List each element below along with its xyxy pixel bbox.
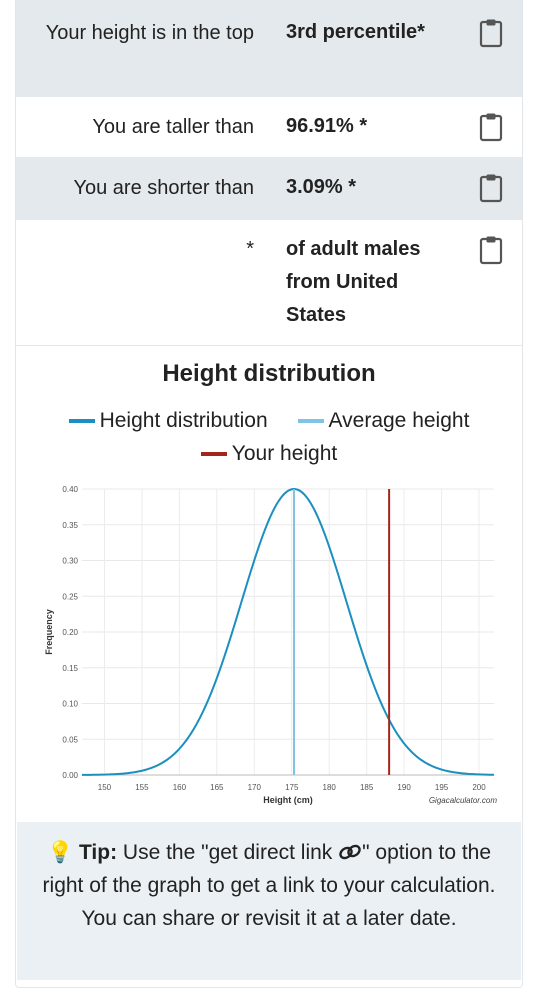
result-row-percentile: Your height is in the top 3rd percentile… — [16, 0, 522, 97]
y-tick-label: 0.35 — [62, 521, 78, 530]
legend-item-your-height[interactable]: Your height — [200, 442, 338, 466]
y-tick-label: 0.25 — [62, 592, 78, 601]
y-tick-label: 0.15 — [62, 664, 78, 673]
x-tick-label: 155 — [135, 783, 149, 792]
result-row-taller: You are taller than 96.91% * — [16, 97, 522, 157]
distribution-curve — [81, 488, 495, 776]
section-divider — [16, 345, 522, 346]
y-tick-label: 0.00 — [62, 771, 78, 780]
clipboard-icon[interactable] — [479, 173, 503, 203]
x-tick-label: 170 — [248, 783, 262, 792]
chart-credit: Gigacalculator.com — [429, 796, 498, 805]
x-tick-label: 165 — [210, 783, 224, 792]
chart-title: Height distribution — [162, 360, 376, 387]
x-tick-label: 180 — [323, 783, 337, 792]
y-tick-label: 0.10 — [62, 700, 78, 709]
tip-text-after: " option to the right of the graph to ge… — [42, 841, 496, 930]
height-distribution-chart: 0.00 0.05 0.10 0.15 0.20 0.25 0.30 0.35 0.40 150 1… — [44, 485, 498, 805]
clipboard-icon[interactable] — [479, 235, 503, 265]
legend-swatch — [200, 452, 227, 456]
x-tick-label: 185 — [360, 783, 374, 792]
y-tick-label: 0.20 — [62, 628, 78, 637]
y-tick-label: 0.05 — [62, 735, 78, 744]
result-label: Your height is in the top — [45, 22, 254, 44]
x-axis-label: Height (cm) — [263, 795, 313, 805]
clipboard-icon[interactable] — [479, 18, 503, 48]
x-tick-label: 160 — [173, 783, 187, 792]
result-value: of adult males from United States — [286, 238, 421, 326]
chart-legend-row-2: Your height — [16, 438, 522, 466]
y-tick-label: 0.30 — [62, 557, 78, 566]
result-label: You are taller than — [92, 116, 254, 138]
x-tick-label: 175 — [285, 783, 299, 792]
x-tick-label: 200 — [472, 783, 486, 792]
tip-box: 💡 Tip: Use the "get direct link " option… — [17, 822, 521, 980]
result-row-population: * of adult males from United States — [16, 220, 522, 345]
tip-heading: Tip: — [78, 841, 118, 864]
x-tick-label: 190 — [397, 783, 411, 792]
legend-swatch — [68, 419, 95, 423]
legend-label: Your height — [231, 442, 338, 465]
y-axis-label: Frequency — [44, 609, 54, 655]
result-label: You are shorter than — [73, 177, 255, 199]
tip-text-before: Use the "get direct link — [117, 841, 339, 864]
result-row-shorter: You are shorter than 3.09% * — [16, 157, 522, 220]
legend-label: Average height — [328, 409, 470, 432]
x-tick-label: 150 — [98, 783, 112, 792]
legend-item-average[interactable]: Average height — [297, 409, 470, 433]
clipboard-icon[interactable] — [479, 112, 503, 142]
result-label: * — [246, 238, 254, 260]
legend-item-distribution[interactable]: Height distribution — [68, 409, 268, 433]
y-tick-label: 0.40 — [62, 485, 78, 494]
chart-legend: Height distribution Average height — [16, 405, 522, 433]
legend-swatch — [297, 419, 324, 423]
lightbulb-icon: 💡 — [46, 841, 74, 864]
result-value: 3.09% * — [286, 176, 357, 198]
x-tick-label: 195 — [435, 783, 449, 792]
results-card — [15, 0, 523, 988]
link-icon — [339, 844, 361, 860]
legend-label: Height distribution — [99, 409, 268, 432]
result-value: 96.91% * — [286, 115, 368, 137]
result-value: 3rd percentile* — [286, 21, 425, 43]
